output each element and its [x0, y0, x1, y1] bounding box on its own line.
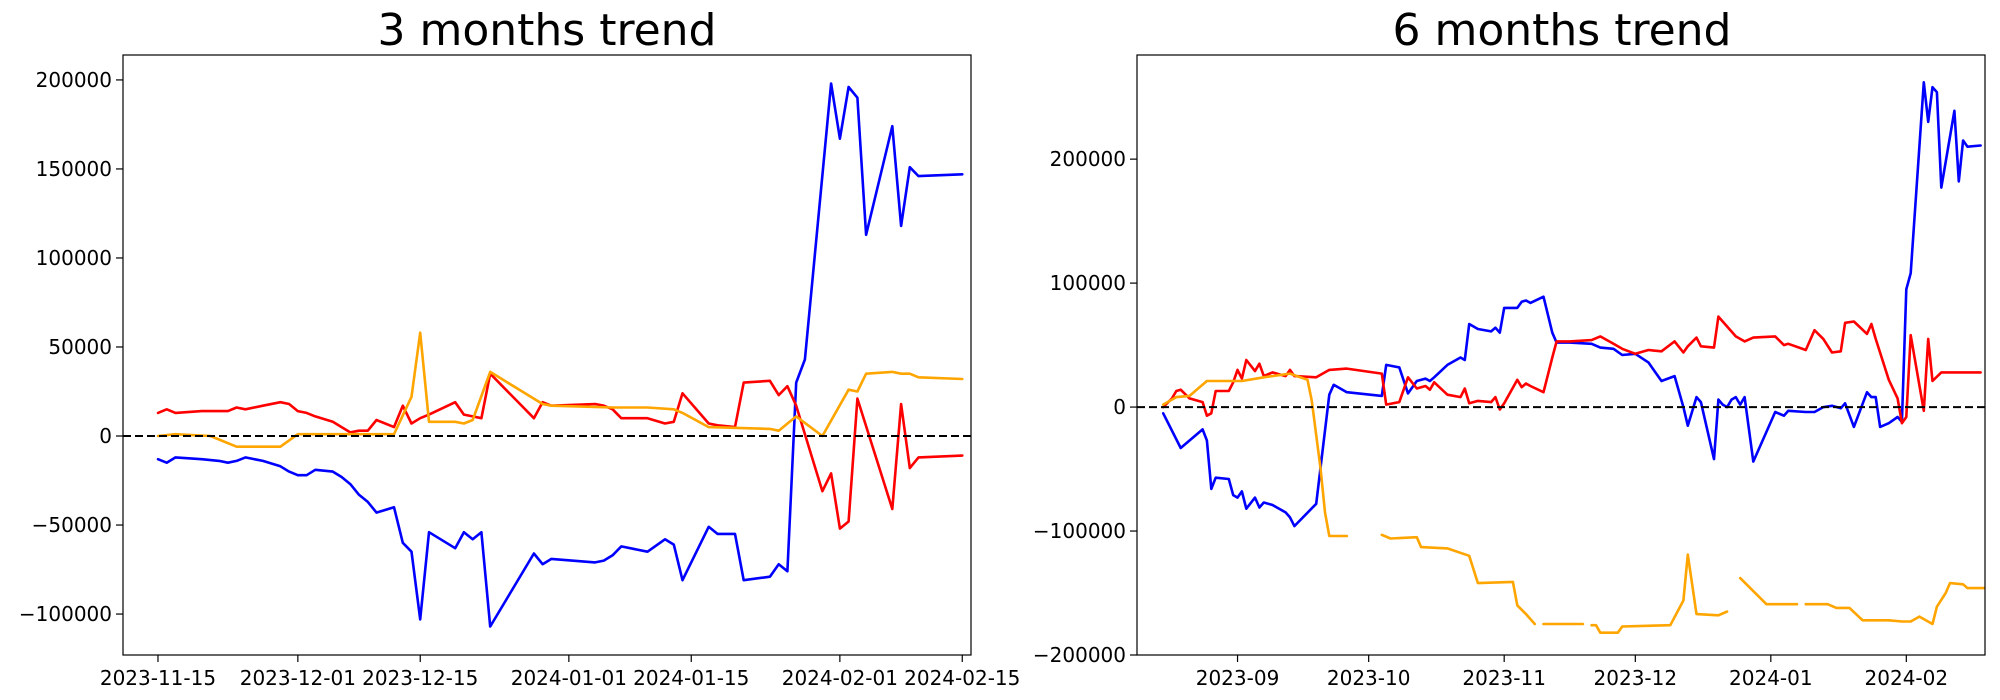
series-line-1 [156, 82, 964, 628]
chart-title: 6 months trend [1393, 5, 1732, 56]
x-tick-label: 2024-02-15 [904, 666, 1020, 690]
x-tick-label: 2023-09 [1196, 666, 1280, 690]
series-line-1 [1161, 81, 1982, 528]
y-tick-label: −200000 [1033, 643, 1126, 667]
series-line-3-segment-2 [1380, 533, 1537, 626]
chart-6-months: 6 months trend −200000 −100000 0 100000 2000… [1033, 5, 1986, 690]
plot-area: −100000 −50000 0 50000 100000 150000 200000 202… [19, 54, 1020, 690]
series-line-2 [156, 372, 964, 530]
series-line-3-segment-6 [1804, 581, 1985, 626]
chart-3-months: 3 months trend −100000 −50000 0 50000 100000… [19, 5, 1020, 690]
y-tick-label: −100000 [1033, 519, 1126, 543]
x-tick-label: 2024-01-01 [511, 666, 627, 690]
chart-title: 3 months trend [378, 5, 717, 56]
y-tick-label: 100000 [1050, 271, 1126, 295]
y-tick-label: 200000 [36, 68, 112, 92]
x-tick-label: 2024-01-15 [633, 666, 749, 690]
series-line-3-segment-1 [1161, 372, 1349, 538]
x-tick-label: 2024-02 [1865, 666, 1949, 690]
series-group [156, 82, 964, 628]
x-tick-label: 2023-11 [1462, 666, 1546, 690]
y-tick-label: 150000 [36, 157, 112, 181]
y-tick-label: 50000 [48, 335, 112, 359]
series-group [1161, 81, 1985, 634]
y-tick-label: 100000 [36, 246, 112, 270]
x-tick-label: 2023-12-01 [240, 666, 356, 690]
plot-area: −200000 −100000 0 100000 200000 2023-09 2023-1… [1033, 54, 1986, 690]
x-tick-label: 2023-12 [1594, 666, 1678, 690]
plot-frame [1136, 54, 1986, 656]
series-line-3-segment-4 [1590, 553, 1729, 634]
y-tick-label: −50000 [32, 513, 112, 537]
y-tick-label: 0 [1113, 395, 1126, 419]
x-tick-label: 2024-02-01 [782, 666, 898, 690]
y-tick-label: 0 [99, 424, 112, 448]
y-tick-label: 200000 [1050, 147, 1126, 171]
series-line-3-segment-5 [1738, 576, 1799, 606]
plot-frame [122, 54, 972, 656]
x-tick-label: 2023-11-15 [100, 666, 216, 690]
x-tick-label: 2023-10 [1327, 666, 1411, 690]
series-line-2 [1161, 315, 1982, 425]
series-line-3 [156, 331, 964, 448]
x-tick-label: 2023-12-15 [362, 666, 478, 690]
x-tick-label: 2024-01 [1729, 666, 1813, 690]
y-tick-label: −100000 [19, 602, 112, 626]
